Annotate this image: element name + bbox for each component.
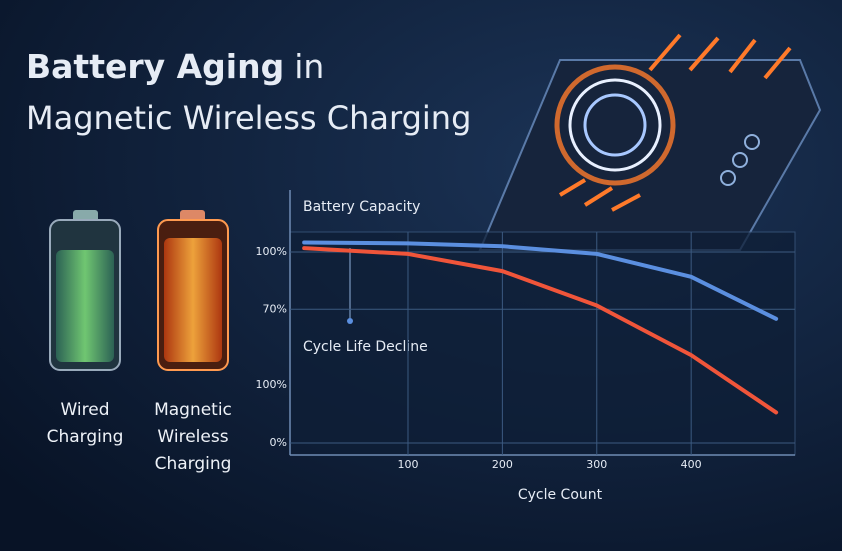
y-tick-label: 70%	[263, 302, 287, 315]
y-tick-label: 0%	[270, 436, 287, 449]
y-axis-label: Battery Capacity	[303, 199, 420, 215]
wired-label: Wired Charging	[46, 400, 124, 447]
wireless-battery	[157, 210, 229, 371]
annotation-dot	[347, 318, 353, 324]
wireless-label: Magnetic Wireless Charging	[154, 400, 232, 474]
title-line2: Magnetic Wireless Charging	[26, 99, 471, 137]
series-line	[302, 240, 779, 321]
title-bold: Battery Aging	[26, 47, 284, 86]
title: Battery Aging in	[26, 47, 324, 86]
x-tick-label: 100	[397, 458, 418, 471]
extra-y-label: 100%	[256, 378, 287, 391]
x-tick-label: 200	[492, 458, 513, 471]
x-axis-label: Cycle Count	[518, 487, 603, 503]
plot: 0% 70% 100% 100 200 300 400	[256, 232, 795, 471]
annotation: Cycle Life Decline	[303, 339, 428, 355]
y-tick-label: 100%	[256, 245, 287, 258]
title-rest: in	[294, 47, 324, 86]
wired-battery	[49, 210, 121, 371]
x-tick-label: 300	[586, 458, 607, 471]
phone-illustration	[478, 33, 822, 251]
plot-area	[289, 231, 796, 456]
series-line	[302, 246, 779, 415]
x-tick-label: 400	[681, 458, 702, 471]
